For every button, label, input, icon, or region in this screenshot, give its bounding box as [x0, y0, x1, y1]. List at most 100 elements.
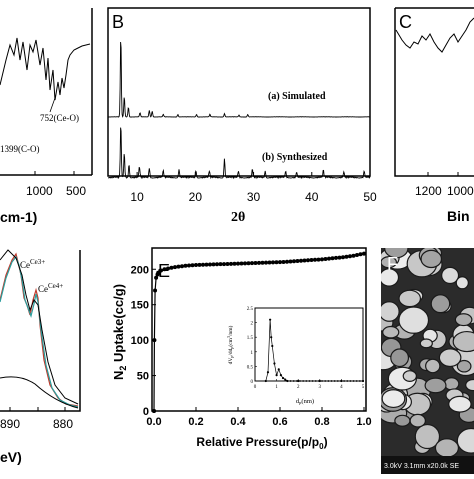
isotherm-point	[153, 288, 158, 293]
inset-point	[281, 376, 285, 380]
isotherm-point	[169, 265, 174, 270]
sem-grain	[390, 348, 410, 368]
sem-grain	[398, 289, 422, 308]
sem-grain	[430, 294, 451, 314]
inset-point	[279, 374, 283, 377]
inset-point	[355, 380, 358, 382]
xrd-pattern-line	[108, 41, 371, 118]
isotherm-point	[267, 260, 272, 265]
sem-grain	[420, 249, 443, 269]
inset-psd-series	[264, 318, 365, 383]
panel-e-y-tick-label: 200	[131, 264, 149, 276]
isotherm-point	[288, 259, 293, 264]
ce4-charge: Ce4+	[48, 282, 63, 290]
inset-y-tick-label: 2	[251, 322, 254, 327]
inset-y-ticks: 0 0.5 1 1.5 2 2.5	[247, 307, 257, 385]
sem-grain	[452, 330, 474, 353]
isotherm-point	[320, 257, 324, 262]
isotherm-point	[162, 267, 167, 272]
ce3-charge: Ce3+	[30, 258, 45, 266]
panel-e-y-label: N2 Uptake(cc/g)	[111, 284, 128, 380]
isotherm-point	[257, 260, 261, 265]
panel-d-axes	[0, 250, 81, 412]
isotherm-point	[327, 256, 331, 261]
isotherm-point	[274, 260, 279, 265]
isotherm-point	[302, 258, 307, 263]
isotherm-point	[334, 255, 338, 260]
isotherm-point	[281, 259, 286, 264]
inset-point	[297, 379, 300, 383]
inset-x-tick-label: 1	[275, 385, 278, 390]
inset-point	[349, 380, 352, 382]
isotherm-point	[355, 253, 359, 258]
inset-point	[264, 379, 267, 383]
isotherm-point	[243, 261, 247, 266]
panel-c-letter: C	[399, 12, 412, 32]
inset-frame	[254, 307, 364, 382]
inset-y-tick-label: 1.5	[247, 336, 254, 341]
panel-b-tick-label: 30	[247, 190, 261, 204]
panel-e-frame	[151, 247, 367, 412]
sem-grain	[456, 427, 474, 454]
inset-point	[289, 380, 292, 382]
isotherm-point	[154, 275, 159, 280]
panel-e-x-tick-label: 0.8	[314, 416, 329, 428]
panel-b-x-label: 2θ	[231, 210, 245, 225]
sem-grain	[465, 378, 474, 392]
isotherm-point	[197, 262, 202, 267]
series-label-simulated: (a) Simulated	[268, 91, 326, 102]
inset-point	[362, 380, 364, 382]
isotherm-point	[215, 262, 219, 267]
inset-point	[327, 380, 330, 382]
isotherm-point	[236, 261, 240, 266]
sem-micrograph: 3.0kV 3.1mm x20.0k SE F	[368, 238, 474, 474]
sem-grain	[402, 370, 417, 382]
panel-b-x-ticks: 10 20 30 40 50	[130, 172, 377, 204]
isotherm-point	[190, 263, 195, 268]
panel-e-y-tick-label: 100	[131, 335, 149, 347]
isotherm-point	[250, 261, 254, 266]
panel-e-x-ticks: 0.0 0.2 0.4 0.6 0.8 1.0	[146, 407, 372, 428]
inset-point	[271, 344, 274, 348]
inset-point	[346, 380, 349, 382]
isotherm-point	[309, 258, 314, 263]
sem-grain	[380, 256, 397, 269]
inset-point	[277, 368, 280, 371]
inset-point	[299, 380, 301, 382]
inset-point	[269, 318, 272, 321]
isotherm-point	[260, 260, 265, 265]
peak-label-ce3: CeCe3+	[20, 258, 45, 270]
sem-grain	[438, 348, 462, 368]
inset-chart: 0 0.5 1 1.5 2 2.5 0 1 2 3 4 5 dVp/ddp(cm3/nm) dp(n…	[226, 307, 365, 405]
isotherm-point	[337, 255, 342, 260]
isotherm-point	[180, 264, 184, 269]
inset-x-tick-label: 2	[297, 385, 300, 390]
panel-a-ir-spectrum	[0, 37, 91, 101]
panel-b: B (a) Simulated (b) Synthesized 10 20 30 40…	[107, 7, 377, 225]
isotherm-point	[253, 261, 258, 266]
panel-c-x-label: Bin	[447, 208, 470, 224]
xps-raw-red	[0, 252, 79, 407]
panel-e-x-tick-label: 0.6	[272, 416, 287, 428]
panel-d-tick-label: 890	[0, 417, 20, 431]
panel-a-arrow	[49, 97, 56, 113]
sem-grain	[454, 313, 473, 327]
panel-e-x-tick-label: 0.4	[230, 416, 246, 428]
isotherm-series	[152, 251, 366, 413]
inset-point	[292, 380, 295, 382]
isotherm-point	[166, 266, 170, 271]
sem-grain	[409, 413, 426, 428]
inset-x-tick-label: 0	[254, 385, 257, 390]
inset-y-tick-label: 0.5	[247, 365, 254, 370]
xps-fit-teal	[0, 255, 79, 408]
panel-c: C 1200 1000 Bin	[394, 7, 474, 224]
isotherm-point	[271, 260, 275, 265]
sem-grain	[443, 377, 460, 391]
isotherm-point	[204, 262, 209, 267]
isotherm-point	[211, 262, 216, 267]
inset-point	[308, 380, 311, 382]
panel-f-sem-image: 3.0kV 3.1mm x20.0k SE F	[368, 238, 474, 474]
panel-e-y-tick-label: 150	[131, 300, 149, 312]
inset-point	[330, 380, 333, 382]
isotherm-point	[222, 262, 226, 267]
